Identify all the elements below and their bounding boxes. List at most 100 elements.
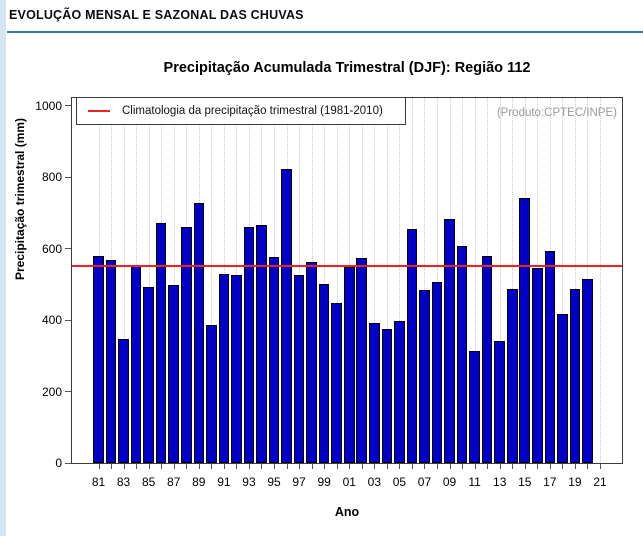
- bar-1992: [231, 275, 242, 463]
- bar-2018: [557, 313, 568, 463]
- x-tick: [524, 464, 526, 469]
- x-tick-label: 95: [267, 475, 281, 489]
- y-tick: [65, 176, 71, 178]
- x-tick: [299, 464, 301, 469]
- x-tick: [437, 464, 439, 469]
- x-tick: [286, 464, 288, 469]
- bar-2017: [544, 251, 556, 463]
- x-tick-label: 89: [192, 475, 206, 489]
- gridline: [324, 98, 326, 463]
- bar-2020: [582, 278, 593, 463]
- x-tick: [223, 464, 225, 469]
- bar-1987: [168, 284, 180, 463]
- legend-line-sample: [88, 110, 110, 112]
- bar-2003: [369, 322, 380, 463]
- bar-2001: [343, 266, 355, 463]
- x-tick: [574, 464, 576, 469]
- bar-1994: [256, 224, 267, 463]
- x-tick-label: 05: [392, 475, 407, 489]
- gridline: [336, 98, 338, 463]
- gridline: [399, 98, 401, 463]
- bar-2002: [356, 258, 368, 463]
- y-tick-label: 600: [41, 241, 62, 256]
- x-tick-label: 87: [167, 475, 181, 489]
- y-tick-label: 400: [41, 313, 62, 327]
- x-tick-label: 01: [342, 475, 356, 489]
- bar-2005: [394, 320, 405, 463]
- bar-2009: [444, 219, 455, 463]
- gridline: [512, 98, 514, 463]
- y-tick: [65, 462, 71, 464]
- bar-1988: [180, 227, 192, 463]
- gridline: [562, 98, 564, 463]
- bar-1996: [281, 168, 292, 463]
- x-tick-label: 09: [442, 475, 457, 489]
- x-tick: [449, 464, 451, 469]
- x-tick: [474, 464, 476, 469]
- gridline: [499, 98, 501, 463]
- bar-1989: [193, 203, 205, 463]
- bar-1984: [130, 264, 142, 463]
- x-tick: [512, 464, 514, 469]
- x-tick: [487, 464, 489, 469]
- bar-2011: [469, 351, 480, 463]
- bar-2000: [331, 302, 343, 463]
- y-tick-label: 800: [41, 170, 62, 184]
- x-tick: [136, 464, 138, 469]
- x-tick-label: 11: [468, 475, 481, 489]
- bar-1995: [268, 256, 280, 463]
- gridline: [123, 98, 125, 463]
- x-tick-label: 99: [317, 475, 331, 489]
- y-tick: [65, 391, 71, 392]
- y-tick: [65, 105, 71, 106]
- gridline: [386, 98, 388, 463]
- bar-2013: [494, 340, 505, 463]
- x-tick: [462, 464, 464, 469]
- climatology-line: [72, 265, 622, 268]
- x-tick-label: 15: [518, 475, 532, 489]
- x-tick: [600, 464, 602, 469]
- y-tick-label: 200: [41, 384, 62, 399]
- x-tick-label: 97: [292, 475, 306, 489]
- plot-area: Climatologia da precipitação trimestral …: [71, 97, 623, 464]
- x-tick: [161, 464, 163, 469]
- gridline: [148, 98, 150, 463]
- x-tick: [274, 464, 276, 469]
- bar-1998: [306, 262, 317, 463]
- x-tick-label: 07: [417, 475, 432, 489]
- y-tick-label: 1000: [35, 98, 62, 113]
- x-tick: [311, 464, 313, 469]
- x-tick-label: 93: [242, 475, 256, 489]
- x-tick: [499, 464, 501, 469]
- x-tick: [198, 464, 200, 469]
- x-tick: [386, 464, 388, 469]
- x-tick-label: 03: [367, 475, 381, 489]
- x-tick-label: 91: [217, 475, 231, 489]
- x-tick-label: 21: [593, 475, 607, 489]
- legend: Climatologia da precipitação trimestral …: [76, 97, 406, 125]
- gridline: [474, 98, 476, 463]
- left-edge-strip: [0, 0, 6, 536]
- x-tick: [424, 464, 426, 469]
- bar-2015: [519, 198, 531, 463]
- x-tick-label: 17: [543, 475, 557, 489]
- bar-1982: [105, 259, 117, 463]
- gridline: [211, 98, 213, 463]
- x-tick: [374, 464, 376, 469]
- x-tick: [411, 464, 413, 469]
- x-tick: [537, 464, 539, 469]
- y-tick: [65, 319, 71, 321]
- gridline: [574, 98, 576, 463]
- bar-2010: [456, 246, 468, 463]
- x-tick-label: 81: [91, 475, 106, 489]
- chart-title: Precipitação Acumulada Trimestral (DJF):…: [163, 60, 531, 76]
- x-tick: [399, 464, 401, 469]
- bar-2008: [431, 282, 443, 463]
- x-tick: [261, 464, 263, 469]
- bar-2006: [406, 228, 418, 463]
- gridline: [600, 98, 602, 463]
- y-tick: [65, 248, 71, 249]
- x-tick: [211, 464, 213, 469]
- bar-1991: [218, 273, 230, 463]
